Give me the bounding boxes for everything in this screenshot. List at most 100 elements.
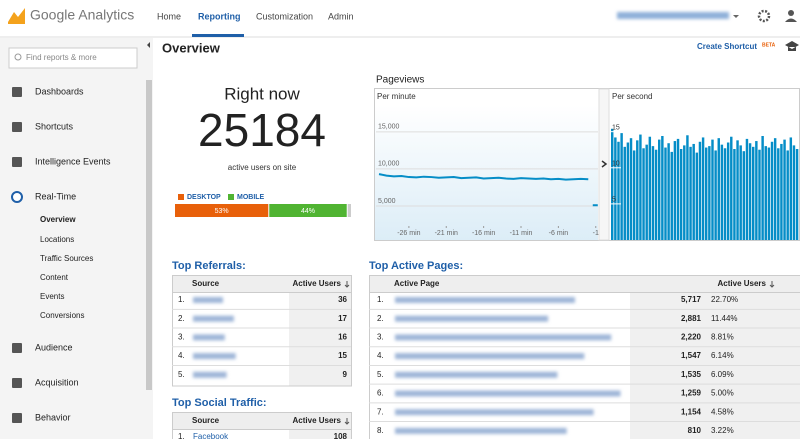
active-users: 16 bbox=[338, 333, 347, 342]
device-share: 53% bbox=[215, 208, 229, 215]
share: 3.22% bbox=[711, 426, 734, 435]
menu-subitem[interactable]: Events bbox=[40, 292, 64, 301]
rank: 4. bbox=[178, 351, 185, 360]
per-second-bar bbox=[654, 149, 658, 240]
per-second-bar bbox=[698, 141, 702, 240]
sort-arrow[interactable] bbox=[344, 281, 350, 288]
sorted-column bbox=[289, 429, 351, 439]
y-tick-label: 5 bbox=[612, 197, 616, 204]
search-box[interactable] bbox=[8, 47, 138, 69]
per-second-bar bbox=[723, 148, 727, 240]
per-second-bar bbox=[683, 145, 686, 240]
device-share: 44% bbox=[301, 208, 315, 215]
menu-subitem[interactable]: Locations bbox=[40, 235, 74, 244]
product-name: Google Analytics bbox=[30, 7, 134, 23]
nav-admin[interactable]: Admin bbox=[328, 11, 354, 21]
per-second-bar bbox=[764, 146, 767, 240]
per-second-bar bbox=[795, 149, 799, 240]
per-second-bar bbox=[733, 149, 736, 240]
rank: 1. bbox=[178, 295, 185, 304]
menu-item[interactable]: Audience bbox=[35, 342, 73, 352]
sort-arrow[interactable] bbox=[344, 418, 350, 425]
x-tick-label: -11 min bbox=[510, 230, 533, 237]
per-second-bar bbox=[679, 149, 683, 240]
share: 8.81% bbox=[711, 333, 734, 342]
user-icon[interactable] bbox=[788, 10, 794, 16]
per-second-bar bbox=[645, 144, 648, 240]
x-tick-label: -26 min bbox=[397, 230, 420, 237]
menu-item[interactable]: Shortcuts bbox=[35, 121, 74, 131]
collapse-arrow[interactable] bbox=[147, 42, 150, 48]
sidebar-scrollbar[interactable] bbox=[146, 80, 152, 390]
column-header[interactable]: Active Users bbox=[718, 279, 767, 288]
account-dropdown[interactable] bbox=[733, 15, 739, 18]
menu-item[interactable]: Real-Time bbox=[35, 191, 76, 201]
share: 4.58% bbox=[711, 407, 734, 416]
per-second-bar bbox=[667, 143, 670, 240]
nav-home[interactable]: Home bbox=[157, 11, 181, 21]
per-second-bar bbox=[720, 144, 724, 240]
beta-badge: BETA bbox=[762, 42, 776, 48]
per-second-bar bbox=[717, 138, 720, 240]
nav-reporting[interactable]: Reporting bbox=[198, 11, 241, 21]
user-icon-body bbox=[785, 18, 797, 22]
active-users: 2,220 bbox=[681, 333, 702, 342]
menu-icon bbox=[12, 343, 22, 353]
menu-icon bbox=[12, 87, 22, 97]
per-second-bar bbox=[792, 145, 796, 240]
per-second-bar bbox=[636, 140, 639, 240]
menu-item[interactable]: Behavior bbox=[35, 412, 71, 422]
active-users-caption: active users on site bbox=[228, 163, 297, 172]
per-second-bar bbox=[620, 133, 623, 240]
per-second-bar bbox=[673, 141, 677, 240]
chart-divider bbox=[598, 88, 610, 241]
rank: 1. bbox=[178, 432, 185, 439]
pageviews-charts: 15,000 10,000 5,000 -26 min -21 min -16 min -1… bbox=[376, 124, 799, 240]
column-header[interactable]: Active Users bbox=[293, 279, 342, 288]
per-second-bar bbox=[664, 147, 667, 240]
menu-icon bbox=[12, 157, 22, 167]
tables: Top Referrals: Source Active Users 1. 36 2. 17… bbox=[172, 260, 800, 439]
per-second-bar bbox=[752, 146, 755, 240]
active-users-count: 25184 bbox=[198, 104, 326, 156]
blurred-text bbox=[395, 297, 575, 303]
y-tick-label: 10,000 bbox=[378, 161, 400, 168]
menu-subitem[interactable]: Overview bbox=[40, 215, 76, 224]
menu-item[interactable]: Acquisition bbox=[35, 377, 79, 387]
per-minute-area bbox=[375, 105, 598, 240]
active-users: 810 bbox=[688, 426, 702, 435]
rank: 1. bbox=[377, 295, 384, 304]
menu-subitem[interactable]: Content bbox=[40, 273, 69, 282]
create-shortcut[interactable]: Create Shortcut bbox=[697, 42, 757, 51]
per-second-bar bbox=[742, 151, 746, 240]
source[interactable]: Facebook bbox=[193, 432, 229, 439]
blurred-text bbox=[395, 371, 558, 378]
per-second-bar bbox=[701, 137, 705, 240]
menu-item[interactable]: Intelligence Events bbox=[35, 156, 111, 166]
sorted-column bbox=[289, 292, 351, 386]
y-tick-label: 5,000 bbox=[378, 198, 396, 205]
nav-customization[interactable]: Customization bbox=[256, 11, 313, 21]
menu-subitem[interactable]: Traffic Sources bbox=[40, 254, 93, 263]
share: 22.70% bbox=[711, 295, 738, 304]
settings-icon[interactable] bbox=[757, 9, 771, 23]
account-blurred[interactable] bbox=[617, 12, 729, 19]
sort-arrow[interactable] bbox=[769, 281, 775, 288]
menu-icon bbox=[12, 413, 22, 423]
divider-arrow[interactable] bbox=[601, 160, 608, 168]
x-tick-label: -6 min bbox=[549, 230, 569, 237]
rank: 2. bbox=[178, 314, 185, 323]
y-tick-label: 15 bbox=[612, 125, 620, 132]
menu-item[interactable]: Dashboards bbox=[35, 86, 84, 96]
search-placeholder: Find reports & more bbox=[26, 53, 97, 62]
column-header: Source bbox=[192, 279, 220, 288]
table-header bbox=[172, 412, 352, 430]
rank: 6. bbox=[377, 389, 384, 398]
pageviews-line bbox=[378, 173, 589, 181]
blurred-text bbox=[395, 409, 594, 416]
per-second-bar bbox=[661, 136, 664, 240]
legend-label: MOBILE bbox=[237, 194, 265, 201]
help-icon[interactable] bbox=[785, 41, 799, 51]
menu-subitem[interactable]: Conversions bbox=[40, 311, 84, 320]
column-header[interactable]: Active Users bbox=[293, 416, 342, 425]
